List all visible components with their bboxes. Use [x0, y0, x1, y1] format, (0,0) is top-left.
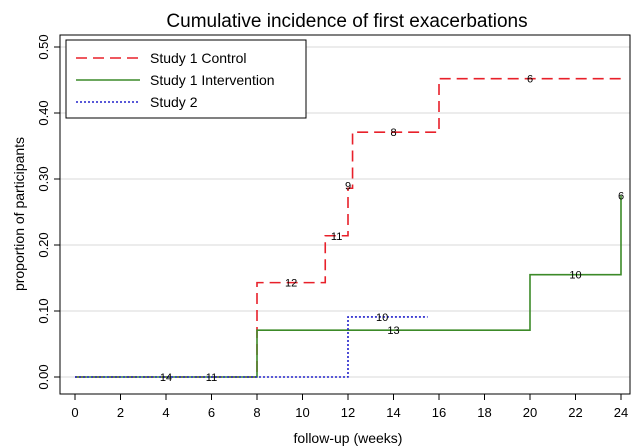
- y-axis: 0.00 0.10 0.20 0.30 0.40 0.50: [36, 34, 60, 390]
- x-tick-label: 4: [162, 405, 169, 420]
- at-risk-label: 6: [618, 191, 624, 203]
- plot-frame: [59, 34, 631, 395]
- at-risk-label: 11: [206, 372, 217, 384]
- series-lines: [75, 77, 622, 378]
- at-risk-label: 9: [345, 181, 351, 193]
- x-tick-label: 0: [71, 405, 78, 420]
- at-risk-label: 13: [387, 325, 399, 337]
- y-tick-label: 0.30: [36, 166, 51, 191]
- legend-label: Study 1 Control: [150, 50, 247, 66]
- legend: Study 1 Control Study 1 Intervention Study…: [65, 39, 307, 119]
- at-risk-label: 11: [331, 231, 342, 243]
- x-tick-label: 22: [568, 405, 582, 420]
- y-tick-label: 0.50: [36, 34, 51, 59]
- at-risk-label: 8: [390, 127, 396, 139]
- y-tick-label: 0.20: [36, 232, 51, 257]
- chart-title: Cumulative incidence of first exacerbati…: [166, 11, 527, 32]
- x-tick-label: 2: [117, 405, 124, 420]
- series-line-study-1-control: [75, 77, 621, 378]
- y-tick-label: 0.10: [36, 298, 51, 323]
- at-risk-label: 14: [160, 372, 172, 384]
- y-axis-label: proportion of participants: [11, 137, 27, 291]
- x-tick-label: 10: [295, 405, 309, 420]
- legend-box: [65, 39, 307, 119]
- y-tick-label: 0.40: [36, 100, 51, 125]
- x-axis: 0 2 4 6 8 10 12 14 16 18 20 22 24: [71, 394, 628, 420]
- at-risk-label: 12: [285, 278, 297, 290]
- x-axis-label: follow-up (weeks): [294, 430, 403, 446]
- at-risk-label: 10: [569, 270, 581, 282]
- x-tick-label: 18: [477, 405, 491, 420]
- at-risk-label: 10: [376, 312, 388, 324]
- y-tick-label: 0.00: [36, 364, 51, 389]
- x-tick-label: 20: [523, 405, 537, 420]
- x-tick-label: 16: [432, 405, 446, 420]
- legend-label: Study 1 Intervention: [150, 72, 275, 88]
- x-tick-label: 24: [614, 405, 628, 420]
- x-tick-label: 6: [208, 405, 215, 420]
- x-tick-label: 14: [386, 405, 400, 420]
- x-tick-label: 12: [341, 405, 355, 420]
- x-tick-label: 8: [253, 405, 260, 420]
- at-risk-label: 6: [527, 74, 533, 86]
- legend-label: Study 2: [150, 94, 198, 110]
- series-line-study-2: [75, 316, 428, 378]
